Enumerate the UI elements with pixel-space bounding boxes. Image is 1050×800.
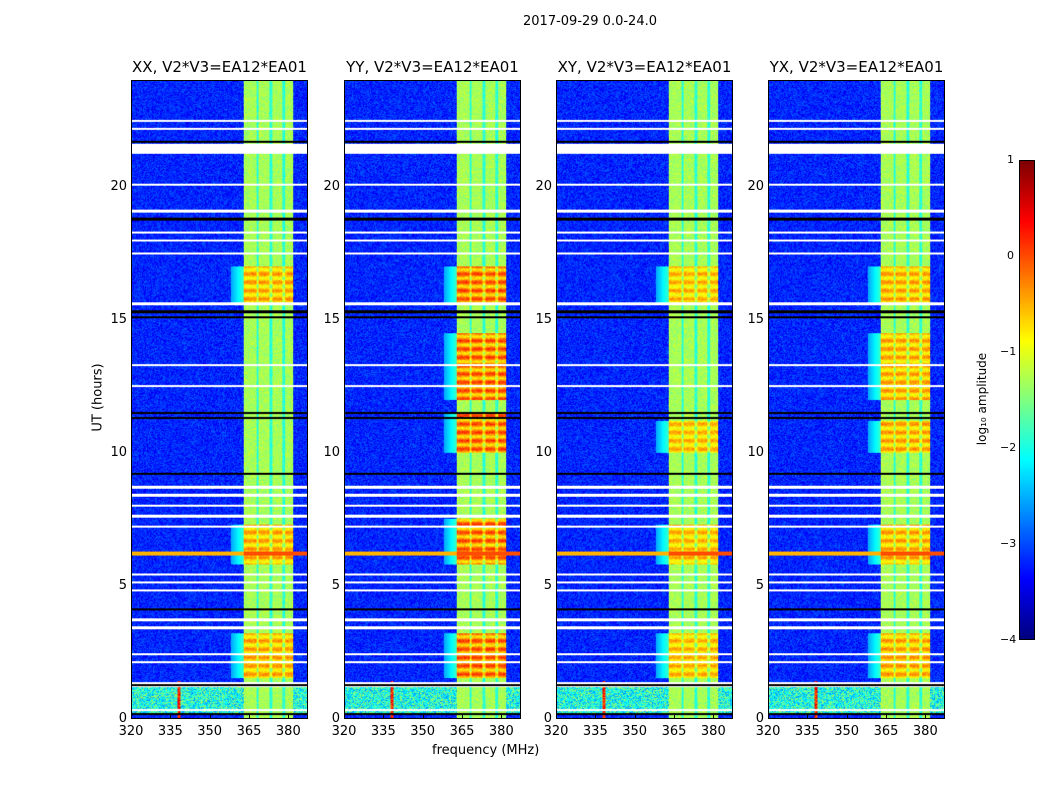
x-tick-mark — [807, 714, 809, 719]
x-tick-label: 335 — [157, 724, 183, 739]
y-axis-label: UT (hours) — [90, 363, 106, 432]
x-tick-label: 350 — [410, 724, 436, 739]
x-tick-label: 350 — [197, 724, 223, 739]
x-tick-mark — [288, 714, 290, 719]
heatmap-image — [557, 81, 732, 718]
colorbar-tick-label: 0 — [1007, 249, 1014, 262]
x-tick-mark — [383, 714, 385, 719]
x-tick-label: 335 — [582, 724, 608, 739]
x-tick-mark — [846, 714, 848, 719]
panel-title: YX, V2*V3=EA12*EA01 — [769, 58, 944, 76]
y-tick-label: 10 — [323, 444, 340, 460]
colorbar — [1019, 160, 1035, 640]
x-tick-label: 365 — [661, 724, 687, 739]
y-tick-label: 5 — [543, 577, 552, 593]
x-tick-label: 320 — [118, 724, 144, 739]
x-tick-mark — [501, 714, 503, 719]
x-tick-mark — [674, 714, 675, 719]
x-tick-label: 380 — [700, 724, 726, 739]
y-tick-label: 5 — [755, 577, 764, 593]
x-tick-label: 365 — [449, 724, 475, 739]
colorbar-tick-label: −3 — [1000, 537, 1017, 550]
y-tick-label: 0 — [331, 711, 340, 726]
x-axis-label: frequency (MHz) — [432, 743, 540, 758]
panel-title: YY, V2*V3=EA12*EA01 — [346, 58, 519, 76]
x-tick-mark — [768, 714, 769, 719]
y-tick-label: 10 — [747, 444, 764, 460]
y-tick-label: 0 — [118, 711, 127, 726]
y-tick-label: 15 — [110, 311, 127, 327]
x-tick-mark — [556, 714, 557, 719]
x-tick-label: 380 — [488, 724, 514, 739]
x-tick-label: 320 — [543, 724, 569, 739]
y-tick-label: 5 — [331, 577, 340, 593]
y-tick-label: 0 — [755, 711, 764, 726]
y-tick-label: 15 — [747, 311, 764, 327]
x-tick-mark — [595, 714, 597, 719]
y-tick-label: 10 — [535, 444, 552, 460]
y-tick-label: 20 — [110, 178, 127, 194]
heatmap-image — [132, 81, 307, 718]
x-tick-label: 335 — [370, 724, 396, 739]
x-tick-mark — [462, 714, 463, 719]
x-tick-mark — [249, 714, 250, 719]
x-tick-label: 350 — [834, 724, 860, 739]
colorbar-tick-label: −1 — [1000, 345, 1017, 358]
y-tick-label: 5 — [118, 577, 127, 593]
colorbar-tick-label: −4 — [1000, 633, 1017, 646]
x-tick-mark — [886, 714, 887, 719]
x-tick-label: 320 — [755, 724, 781, 739]
x-tick-label: 365 — [873, 724, 899, 739]
y-tick-label: 20 — [323, 178, 340, 194]
x-tick-label: 380 — [275, 724, 301, 739]
y-tick-label: 15 — [535, 311, 552, 327]
heatmap-panel-3 — [768, 80, 945, 719]
heatmap-panel-1 — [344, 80, 521, 719]
suptitle: 2017-09-29 0.0-24.0 — [523, 14, 657, 29]
heatmap-image — [345, 81, 520, 718]
x-tick-mark — [634, 714, 636, 719]
heatmap-image — [769, 81, 944, 718]
colorbar-tick-label: 1 — [1007, 153, 1014, 166]
x-tick-label: 335 — [794, 724, 820, 739]
y-tick-label: 20 — [535, 178, 552, 194]
x-tick-mark — [713, 714, 715, 719]
x-tick-mark — [925, 714, 927, 719]
x-tick-label: 320 — [331, 724, 357, 739]
heatmap-panel-2 — [556, 80, 733, 719]
x-tick-mark — [131, 714, 132, 719]
y-tick-label: 10 — [110, 444, 127, 460]
colorbar-tick-label: −2 — [1000, 441, 1017, 454]
colorbar-label: log₁₀ amplitude — [975, 352, 989, 446]
x-tick-mark — [170, 714, 172, 719]
panel-title: XX, V2*V3=EA12*EA01 — [132, 58, 307, 76]
heatmap-panel-0 — [131, 80, 308, 719]
x-tick-label: 380 — [912, 724, 938, 739]
x-tick-label: 365 — [236, 724, 262, 739]
y-tick-label: 20 — [747, 178, 764, 194]
x-tick-label: 350 — [622, 724, 648, 739]
x-tick-mark — [344, 714, 345, 719]
y-tick-label: 15 — [323, 311, 340, 327]
x-tick-mark — [209, 714, 211, 719]
panel-title: XY, V2*V3=EA12*EA01 — [557, 58, 732, 76]
y-tick-label: 0 — [543, 711, 552, 726]
x-tick-mark — [422, 714, 424, 719]
